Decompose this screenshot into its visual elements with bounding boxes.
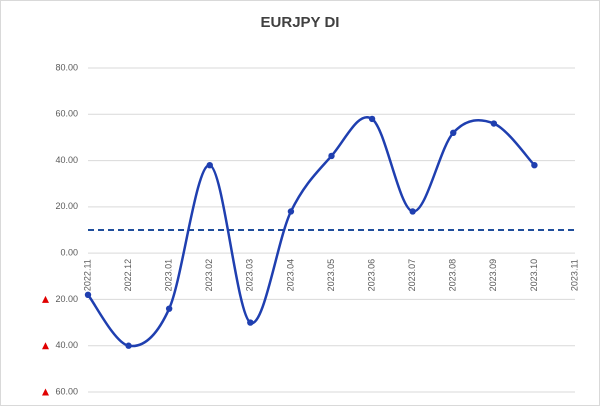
negative-marker	[42, 295, 49, 303]
data-point	[328, 152, 335, 160]
x-tick-label: 2022.11	[82, 259, 92, 291]
data-point	[287, 208, 295, 215]
data-point	[125, 342, 132, 349]
x-tick-label: 2023.07	[407, 259, 417, 292]
data-point	[165, 305, 173, 312]
y-tick-label: 60.00	[55, 386, 78, 396]
data-point	[409, 208, 416, 215]
data-point	[531, 162, 538, 169]
y-tick-label: 40.00	[55, 155, 78, 165]
x-tick-label: 2023.09	[488, 259, 498, 292]
data-point	[206, 162, 213, 169]
x-tick-label: 2023.08	[448, 259, 458, 292]
x-tick-label: 2022.12	[123, 259, 133, 292]
y-tick-label: 60.00	[55, 109, 78, 119]
y-tick-label: 80.00	[55, 62, 78, 72]
y-tick-label: 0.00	[60, 248, 78, 258]
x-tick-label: 2023.04	[285, 259, 295, 292]
y-tick-label: 20.00	[55, 294, 78, 304]
negative-marker	[42, 342, 49, 350]
data-point	[368, 115, 376, 123]
x-tick-label: 2023.01	[164, 259, 174, 292]
x-tick-label: 2023.02	[204, 259, 214, 292]
data-point	[490, 120, 498, 127]
x-tick-label: 2023.06	[366, 259, 376, 292]
x-tick-label: 2023.05	[326, 259, 336, 292]
data-point	[247, 319, 254, 326]
negative-marker	[42, 388, 49, 396]
data-point	[84, 291, 92, 298]
chart-title: EURJPY DI	[261, 14, 340, 31]
x-tick-label: 2023.10	[529, 259, 539, 292]
y-tick-label: 40.00	[55, 340, 78, 350]
data-point	[450, 129, 457, 136]
x-tick-label: 2023.03	[245, 259, 255, 292]
x-tick-label: 2023.11	[569, 259, 579, 291]
y-tick-label: 20.00	[55, 201, 78, 211]
